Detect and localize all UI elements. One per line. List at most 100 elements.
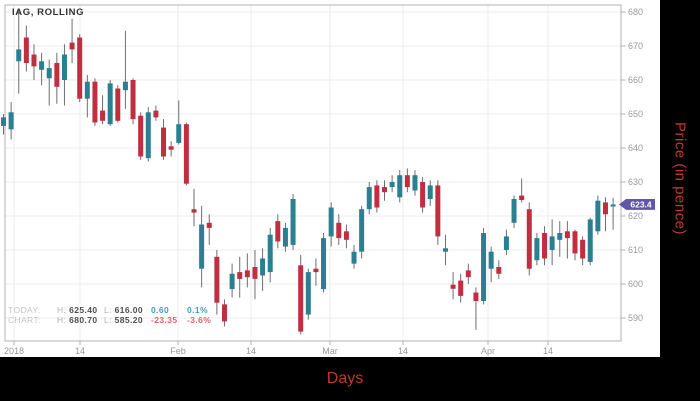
- y-tick-label: 640: [628, 143, 643, 153]
- candle-down[interactable]: [54, 63, 60, 87]
- candle-down[interactable]: [572, 231, 578, 254]
- candle-down[interactable]: [465, 270, 471, 278]
- candle-up[interactable]: [290, 199, 296, 245]
- candle-up[interactable]: [229, 273, 235, 290]
- y-tick-label: 590: [628, 313, 643, 323]
- candle-up[interactable]: [610, 204, 616, 207]
- candle-down[interactable]: [214, 256, 220, 303]
- candle-down[interactable]: [382, 187, 387, 193]
- candle-up[interactable]: [366, 187, 372, 210]
- y-tick-label: 680: [628, 7, 643, 17]
- candle-up[interactable]: [282, 227, 288, 247]
- candle-down[interactable]: [336, 222, 342, 239]
- candle-up[interactable]: [328, 207, 334, 237]
- y-tick-label: 620: [628, 211, 643, 221]
- candle-up[interactable]: [511, 199, 517, 223]
- candle-up[interactable]: [267, 234, 273, 273]
- candle-down[interactable]: [244, 270, 250, 278]
- candle-down[interactable]: [450, 284, 456, 289]
- legend-high: H: 625.40: [57, 305, 98, 315]
- y-tick-label: 630: [628, 177, 643, 187]
- candle-down[interactable]: [77, 37, 83, 99]
- candle-up[interactable]: [351, 251, 357, 264]
- candle-up[interactable]: [145, 112, 151, 159]
- candle-down[interactable]: [496, 267, 502, 274]
- y-tick-label: 670: [628, 41, 643, 51]
- candle-down[interactable]: [183, 124, 189, 184]
- candle-up[interactable]: [176, 124, 182, 143]
- candle-up[interactable]: [122, 81, 128, 91]
- candle-down[interactable]: [458, 280, 464, 296]
- candle-down[interactable]: [100, 110, 106, 121]
- legend-change-pct: -3.6%: [187, 314, 212, 325]
- candle-down[interactable]: [343, 231, 349, 240]
- candlestick-chart[interactable]: 680 670 660 650 640 630 620 610 600 590 2018 14 Feb 1…: [0, 0, 660, 357]
- candle-up[interactable]: [503, 236, 509, 250]
- candle-down[interactable]: [237, 272, 243, 279]
- candle-up[interactable]: [534, 238, 540, 261]
- candle-down[interactable]: [206, 222, 212, 228]
- x-tick-label: Apr: [481, 346, 495, 356]
- candle-down[interactable]: [564, 231, 570, 239]
- candle-down[interactable]: [602, 202, 608, 215]
- candle-up[interactable]: [389, 182, 395, 188]
- candle-up[interactable]: [8, 112, 14, 130]
- candle-down[interactable]: [374, 185, 380, 208]
- candle-down[interactable]: [221, 304, 227, 322]
- candle-down[interactable]: [69, 42, 75, 50]
- candle-down[interactable]: [275, 221, 281, 242]
- candle-up[interactable]: [39, 61, 45, 70]
- candle-down[interactable]: [404, 175, 410, 188]
- candle-down[interactable]: [130, 80, 136, 120]
- x-tick-label: Mar: [322, 346, 338, 356]
- y-tick-label: 610: [628, 245, 643, 255]
- candle-down[interactable]: [31, 54, 37, 67]
- legend-row: CHART: H: 680.70 L: 585.20 -23.35 -3.6%: [8, 314, 219, 326]
- candle-up[interactable]: [595, 200, 601, 232]
- candle-down[interactable]: [542, 233, 548, 259]
- candle-up[interactable]: [84, 81, 90, 99]
- candle-up[interactable]: [321, 238, 327, 290]
- candle-up[interactable]: [1, 117, 6, 126]
- candle-down[interactable]: [580, 239, 586, 259]
- last-price-badge: [619, 199, 655, 210]
- candle-up[interactable]: [305, 272, 311, 315]
- candle-down[interactable]: [420, 182, 426, 208]
- candle-down[interactable]: [115, 88, 121, 121]
- candle-down[interactable]: [23, 37, 29, 64]
- candle-up[interactable]: [46, 68, 52, 79]
- candle-down[interactable]: [252, 267, 258, 279]
- candle-down[interactable]: [313, 268, 319, 273]
- candle-down[interactable]: [435, 185, 441, 237]
- candle-down[interactable]: [161, 127, 167, 157]
- candle-up[interactable]: [16, 49, 22, 62]
- candle-down[interactable]: [92, 81, 98, 123]
- candle-up[interactable]: [442, 248, 448, 252]
- candle-up[interactable]: [427, 185, 433, 199]
- candle-up[interactable]: [412, 175, 418, 191]
- plot-border: [4, 4, 622, 342]
- candle-up[interactable]: [199, 224, 205, 269]
- candle-down[interactable]: [519, 195, 525, 201]
- candle-up[interactable]: [481, 233, 487, 301]
- candle-down[interactable]: [168, 146, 174, 150]
- candle-up[interactable]: [260, 258, 266, 276]
- candle-up[interactable]: [61, 54, 67, 81]
- candle-up[interactable]: [587, 219, 593, 262]
- candle-up[interactable]: [557, 233, 563, 240]
- candle-up[interactable]: [107, 83, 113, 125]
- candle-up[interactable]: [549, 236, 555, 250]
- candle-up[interactable]: [488, 251, 494, 269]
- candle-down[interactable]: [191, 209, 197, 213]
- candle-up[interactable]: [359, 209, 365, 252]
- candle-down[interactable]: [298, 265, 304, 332]
- symbol-title: IAG, ROLLING: [12, 7, 85, 18]
- y-tick-label: 650: [628, 109, 643, 119]
- candle-down[interactable]: [526, 209, 532, 269]
- candle-down[interactable]: [473, 292, 479, 302]
- candle-down[interactable]: [138, 115, 144, 157]
- y-tick-label: 660: [628, 75, 643, 85]
- y-axis-title: Price (in pence): [671, 121, 689, 236]
- candle-down[interactable]: [153, 110, 159, 118]
- candle-up[interactable]: [397, 175, 403, 198]
